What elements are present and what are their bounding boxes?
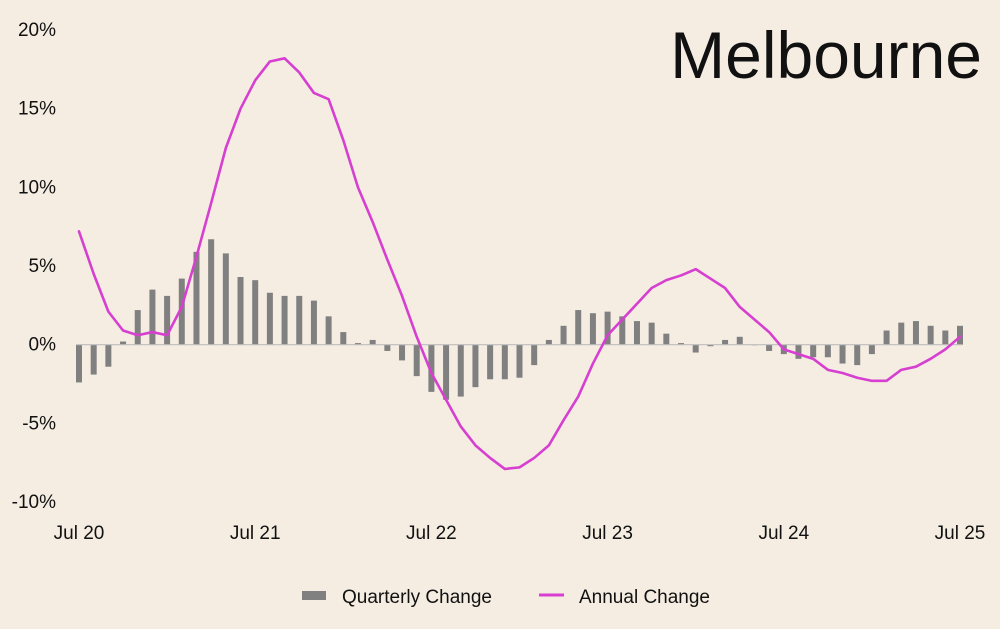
- quarterly-change-bar: [120, 341, 127, 345]
- quarterly-change-bar: [105, 344, 112, 367]
- quarterly-change-bar: [237, 277, 244, 345]
- quarterly-change-bar: [912, 321, 919, 345]
- quarterly-change-bar: [222, 253, 229, 345]
- chart-title: Melbourne: [670, 18, 982, 92]
- quarterly-change-bar: [766, 344, 773, 351]
- quarterly-change-bar: [340, 332, 347, 345]
- quarterly-change-bar: [868, 344, 875, 355]
- quarterly-change-bar: [369, 339, 376, 345]
- x-axis-ticks: Jul 20 Jul 21 Jul 22 Jul 23 Jul 24 Jul 25: [54, 523, 986, 544]
- quarterly-change-bar: [516, 344, 523, 378]
- annual-change-line: [77, 57, 962, 471]
- quarterly-change-bar: [663, 333, 670, 345]
- quarterly-change-bar: [722, 339, 729, 345]
- quarterly-change-bar: [501, 344, 508, 380]
- y-tick-label: -10%: [12, 492, 56, 513]
- x-tick-label: Jul 21: [230, 523, 281, 544]
- quarterly-change-bar: [883, 330, 890, 345]
- quarterly-change-bar: [927, 325, 934, 345]
- legend-quarterly-swatch: [302, 591, 326, 600]
- quarterly-change-bar: [443, 344, 450, 400]
- quarterly-change-bar: [575, 310, 582, 345]
- x-tick-label: Jul 24: [758, 523, 809, 544]
- x-tick-label: Jul 22: [406, 523, 457, 544]
- quarterly-change-bar: [589, 313, 596, 345]
- x-tick-label: Jul 25: [935, 523, 986, 544]
- quarterly-change-bar: [839, 344, 846, 364]
- quarterly-change-bar: [325, 316, 332, 345]
- legend-quarterly-label: Quarterly Change: [342, 587, 492, 608]
- quarterly-change-bar: [560, 325, 567, 345]
- y-tick-label: 5%: [29, 256, 57, 277]
- legend-annual-label: Annual Change: [579, 587, 710, 608]
- quarterly-change-bar: [296, 295, 303, 345]
- quarterly-change-bar: [633, 321, 640, 345]
- legend: Quarterly Change Annual Change: [302, 587, 710, 608]
- x-tick-label: Jul 23: [582, 523, 633, 544]
- quarterly-change-bar: [810, 344, 817, 358]
- quarterly-change-bar: [252, 280, 259, 345]
- quarterly-change-bar: [619, 316, 626, 345]
- y-tick-label: 15%: [18, 99, 56, 120]
- line-layer: [77, 57, 962, 471]
- quarterly-change-bar: [76, 344, 82, 383]
- quarterly-change-bar: [178, 278, 185, 345]
- y-axis-ticks: 20% 15% 10% 5% 0% -5% -10%: [12, 20, 56, 513]
- quarterly-change-bar: [678, 343, 685, 345]
- quarterly-change-bar: [898, 322, 905, 345]
- y-tick-label: 0%: [29, 335, 57, 356]
- quarterly-change-bar: [193, 251, 200, 345]
- quarterly-change-bar: [90, 344, 97, 375]
- quarterly-change-bar: [457, 344, 464, 397]
- quarterly-change-bar: [707, 344, 714, 347]
- quarterly-change-bar: [384, 344, 391, 351]
- quarterly-change-bar: [824, 344, 831, 358]
- quarterly-change-bar: [795, 344, 802, 359]
- x-tick-label: Jul 20: [54, 523, 105, 544]
- bars-layer: [76, 239, 963, 400]
- quarterly-change-bar: [164, 295, 171, 345]
- quarterly-change-bar: [472, 344, 479, 388]
- quarterly-change-bar: [692, 344, 699, 353]
- quarterly-change-bar: [413, 344, 420, 377]
- quarterly-change-bar: [736, 336, 743, 345]
- y-tick-label: 10%: [18, 177, 56, 198]
- y-tick-label: -5%: [22, 413, 56, 434]
- quarterly-change-bar: [310, 300, 317, 345]
- y-tick-label: 20%: [18, 20, 56, 41]
- quarterly-change-bar: [604, 311, 611, 345]
- quarterly-change-bar: [545, 339, 552, 345]
- quarterly-change-bar: [487, 344, 494, 380]
- quarterly-change-bar: [149, 289, 156, 345]
- quarterly-change-bar: [942, 330, 949, 345]
- quarterly-change-bar: [531, 344, 538, 366]
- quarterly-change-bar: [399, 344, 406, 361]
- quarterly-change-bar: [134, 310, 141, 345]
- quarterly-change-bar: [208, 239, 215, 345]
- quarterly-change-bar: [354, 343, 361, 345]
- quarterly-change-bar: [854, 344, 861, 366]
- quarterly-change-bar: [648, 322, 655, 345]
- quarterly-change-bar: [428, 344, 435, 392]
- quarterly-change-bar: [957, 325, 963, 345]
- quarterly-change-bar: [281, 295, 288, 345]
- quarterly-change-bar: [266, 292, 273, 345]
